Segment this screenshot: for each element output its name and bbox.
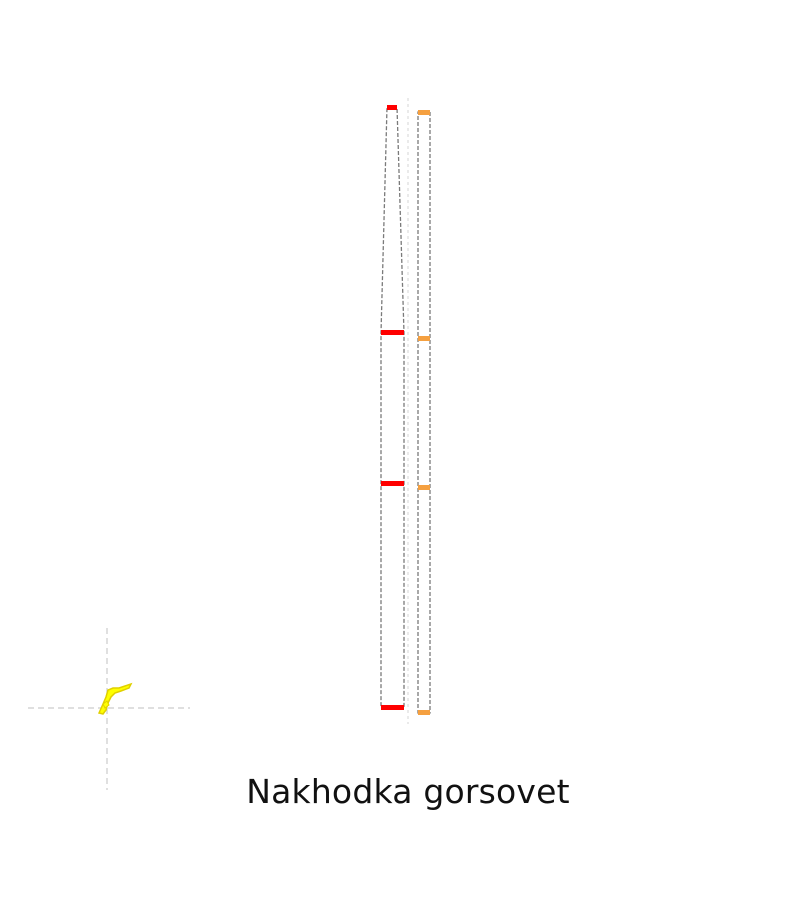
- left-bar-mark-middle: [381, 481, 404, 486]
- highlighted-region: [97, 682, 133, 715]
- left-bar-mark-top: [387, 105, 397, 110]
- right-bar-outline: [417, 111, 431, 714]
- region-shape-detail: [102, 700, 110, 709]
- left-bar-mark-bottom: [381, 705, 404, 710]
- right-bar-mark-top: [418, 110, 430, 115]
- left-scale-bar: [380, 105, 405, 710]
- region-shape: [97, 682, 133, 715]
- inset-crosshair: [28, 628, 190, 790]
- right-bar-mark-bottom: [418, 710, 430, 715]
- left-bar-outline: [380, 106, 405, 709]
- map-title: Nakhodka gorsovet: [246, 772, 570, 811]
- left-bar-mark-upper: [381, 330, 404, 335]
- right-bar-mark-middle: [418, 485, 430, 490]
- right-bar-mark-upper: [418, 336, 430, 341]
- right-scale-bar: [417, 110, 431, 715]
